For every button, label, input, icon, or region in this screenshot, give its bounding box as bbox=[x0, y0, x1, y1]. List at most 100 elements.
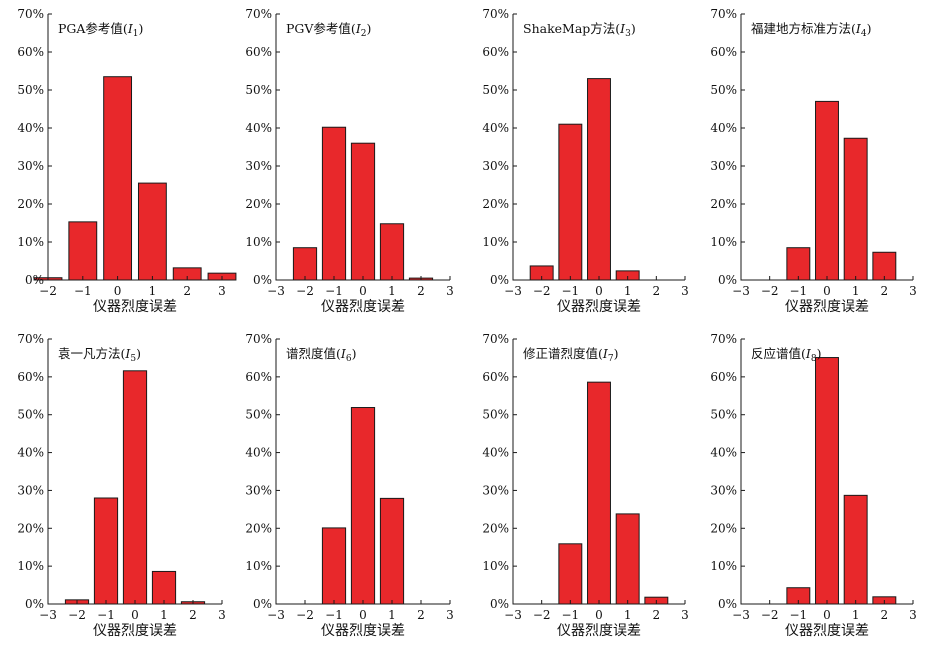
x-tick-label: −1 bbox=[789, 608, 807, 622]
y-tick-label: 0% bbox=[718, 273, 737, 287]
x-tick-label: −2 bbox=[761, 284, 779, 298]
x-tick-label: 3 bbox=[446, 284, 454, 298]
y-tick-label: 70% bbox=[17, 7, 44, 21]
y-tick-label: 10% bbox=[17, 559, 44, 573]
y-tick-label: 10% bbox=[710, 559, 737, 573]
x-tick-label: −2 bbox=[761, 608, 779, 622]
y-tick-label: 60% bbox=[482, 45, 509, 59]
y-tick-label: 70% bbox=[482, 7, 509, 21]
x-axis-title: 仪器烈度误差 bbox=[93, 299, 177, 315]
x-tick-label: 3 bbox=[681, 284, 689, 298]
x-tick-label: 1 bbox=[624, 608, 632, 622]
x-tick-label: −1 bbox=[325, 608, 343, 622]
x-axis-title: 仪器烈度误差 bbox=[557, 299, 641, 315]
panel-title: PGA参考值(I1) bbox=[58, 21, 143, 39]
y-tick-label: 50% bbox=[482, 83, 509, 97]
y-tick-label: 10% bbox=[245, 559, 272, 573]
chart-panel-4: 0% 10% 20% 30% 40% 50% 60% 70% −3 −2 −1 0 1 2 3 仪器烈度误差 福… bbox=[710, 7, 916, 315]
y-tick-label: 30% bbox=[17, 159, 44, 173]
x-axis-title: 仪器烈度误差 bbox=[321, 299, 405, 315]
y-tick-label: 60% bbox=[245, 370, 272, 384]
bar bbox=[587, 78, 611, 281]
x-axis-title: 仪器烈度误差 bbox=[785, 623, 869, 639]
x-tick-label: −3 bbox=[732, 608, 750, 622]
x-tick-label: −2 bbox=[39, 284, 57, 298]
x-tick-label: 2 bbox=[417, 284, 425, 298]
bar bbox=[587, 381, 611, 605]
bar bbox=[872, 251, 897, 281]
x-tick-label: 3 bbox=[218, 608, 226, 622]
x-tick-label: −3 bbox=[267, 284, 285, 298]
bar bbox=[843, 494, 868, 605]
x-tick-label: 1 bbox=[624, 284, 632, 298]
bar bbox=[137, 182, 167, 281]
y-tick-label: 0% bbox=[25, 597, 44, 611]
bar bbox=[558, 123, 583, 281]
x-tick-label: 1 bbox=[149, 284, 157, 298]
x-tick-label: 2 bbox=[653, 284, 661, 298]
x-tick-label: 0 bbox=[823, 284, 831, 298]
bar bbox=[815, 100, 839, 281]
x-tick-label: −3 bbox=[504, 608, 522, 622]
y-tick-label: 40% bbox=[17, 121, 44, 135]
chart-panel-8: 0% 10% 20% 30% 40% 50% 60% 70% −3 −2 −1 0 1 2 3 仪器烈度误差 反… bbox=[710, 332, 916, 639]
chart-panel-3: 0% 10% 20% 30% 40% 50% 60% 70% −3 −2 −1 0 1 2 3 仪器烈度误差 S… bbox=[482, 7, 688, 315]
y-tick-label: 60% bbox=[482, 370, 509, 384]
x-axis-title: 仪器烈度误差 bbox=[557, 623, 641, 639]
x-tick-label: −1 bbox=[789, 284, 807, 298]
y-tick-label: 70% bbox=[710, 332, 737, 346]
x-tick-label: 1 bbox=[852, 284, 860, 298]
y-tick-label: 70% bbox=[482, 332, 509, 346]
chart-panel-5: 0% 10% 20% 30% 40% 50% 60% 70% −3 −2 −1 0 1 2 3 仪器烈度误差 袁… bbox=[17, 332, 225, 639]
bar bbox=[68, 221, 98, 281]
x-tick-label: 2 bbox=[653, 608, 661, 622]
y-tick-label: 0% bbox=[490, 597, 509, 611]
y-tick-label: 40% bbox=[245, 121, 272, 135]
x-tick-label: −2 bbox=[296, 608, 314, 622]
y-tick-label: 20% bbox=[482, 197, 509, 211]
y-tick-label: 30% bbox=[482, 159, 509, 173]
x-tick-label: 3 bbox=[446, 608, 454, 622]
y-tick-label: 20% bbox=[17, 521, 44, 535]
y-tick-label: 50% bbox=[482, 408, 509, 422]
y-tick-label: 30% bbox=[710, 159, 737, 173]
y-tick-label: 10% bbox=[482, 559, 509, 573]
y-tick-label: 50% bbox=[710, 408, 737, 422]
x-tick-label: −1 bbox=[97, 608, 115, 622]
bar bbox=[815, 357, 839, 605]
x-tick-label: 0 bbox=[114, 284, 122, 298]
panel-title: ShakeMap方法(I3) bbox=[523, 21, 636, 39]
x-tick-label: −2 bbox=[68, 608, 86, 622]
chart-panel-6: 0% 10% 20% 30% 40% 50% 60% 70% −3 −2 −1 0 1 2 3 仪器烈度误差 谱… bbox=[245, 332, 453, 639]
x-tick-label: 2 bbox=[417, 608, 425, 622]
panel-title: 修正谱烈度值(I7) bbox=[523, 346, 618, 364]
x-tick-label: 2 bbox=[881, 608, 889, 622]
bar bbox=[151, 570, 177, 605]
bar bbox=[786, 247, 811, 281]
y-tick-label: 60% bbox=[245, 45, 272, 59]
x-tick-label: −2 bbox=[296, 284, 314, 298]
bar bbox=[292, 247, 318, 281]
x-axis-title: 仪器烈度误差 bbox=[321, 623, 405, 639]
x-tick-label: 0 bbox=[595, 608, 603, 622]
x-tick-label: 1 bbox=[388, 608, 396, 622]
chart-panel-1: 0% 10% 20% 30% 40% 50% 60% 70% −2 −1 0 1 2 3 仪器烈度误差 PGA… bbox=[17, 7, 237, 315]
y-tick-label: 0% bbox=[253, 597, 272, 611]
y-tick-label: 30% bbox=[710, 483, 737, 497]
panel-title: 袁一凡方法(I5) bbox=[58, 346, 141, 364]
y-tick-label: 70% bbox=[245, 7, 272, 21]
y-tick-label: 30% bbox=[17, 483, 44, 497]
y-tick-label: 0% bbox=[253, 273, 272, 287]
bar bbox=[379, 497, 405, 605]
bar bbox=[93, 497, 119, 605]
x-tick-label: 0 bbox=[131, 608, 139, 622]
y-tick-label: 60% bbox=[17, 370, 44, 384]
x-tick-label: 2 bbox=[189, 608, 197, 622]
y-tick-label: 30% bbox=[245, 483, 272, 497]
bar bbox=[321, 126, 347, 281]
y-tick-label: 30% bbox=[482, 483, 509, 497]
y-tick-label: 20% bbox=[710, 197, 737, 211]
x-tick-label: 0 bbox=[359, 608, 367, 622]
bar bbox=[350, 142, 376, 281]
x-tick-label: 3 bbox=[909, 608, 917, 622]
